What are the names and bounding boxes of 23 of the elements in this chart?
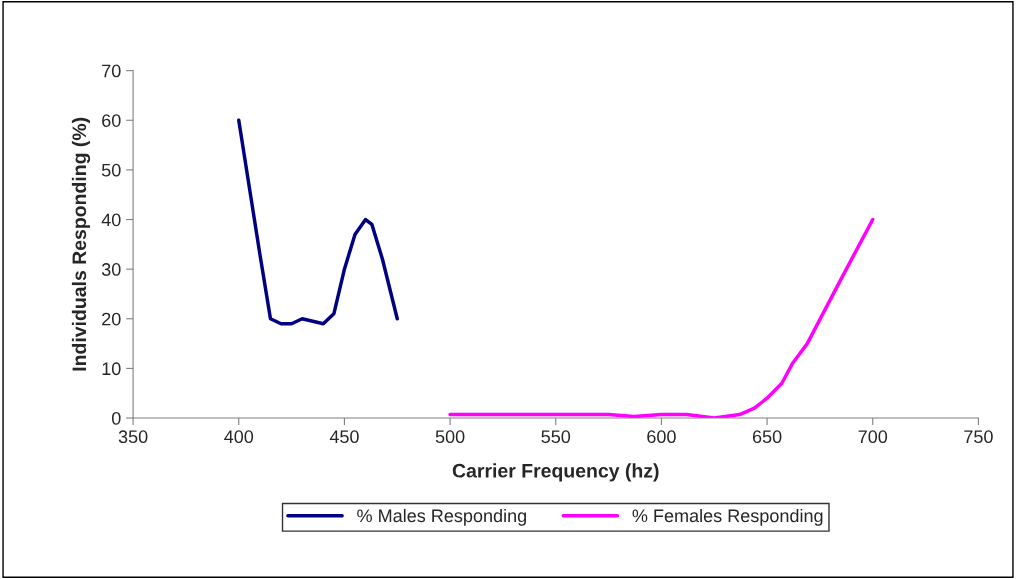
x-tick-label: 350: [118, 430, 148, 444]
x-axis-title: Carrier Frequency (hz): [452, 463, 659, 482]
x-tick-label: 400: [224, 430, 254, 444]
x-tick-label: 450: [329, 430, 359, 444]
line-series: [448, 217, 875, 419]
y-tick-label: 10: [102, 362, 121, 376]
y-tick-label: 70: [102, 64, 121, 78]
y-tick-label: 0: [111, 411, 121, 425]
x-tick-label: 550: [541, 430, 571, 444]
legend-label: % Males Responding: [357, 508, 527, 526]
x-tick-label: 500: [435, 430, 465, 444]
y-tick-label: 30: [101, 263, 121, 276]
line-series: [237, 118, 399, 326]
x-tick-label: 700: [858, 430, 888, 444]
legend-label: % Females Responding: [632, 508, 823, 526]
y-tick-label: 60: [102, 114, 121, 127]
x-tick-label: 650: [752, 430, 782, 444]
y-tick-label: 20: [102, 312, 121, 326]
y-tick-label: 50: [101, 163, 121, 177]
y-tick-label: 40: [101, 213, 121, 227]
x-tick-label: 750: [964, 430, 993, 444]
x-tick-label: 600: [647, 430, 676, 444]
y-axis-title: Individuals Responding (%): [71, 117, 91, 371]
